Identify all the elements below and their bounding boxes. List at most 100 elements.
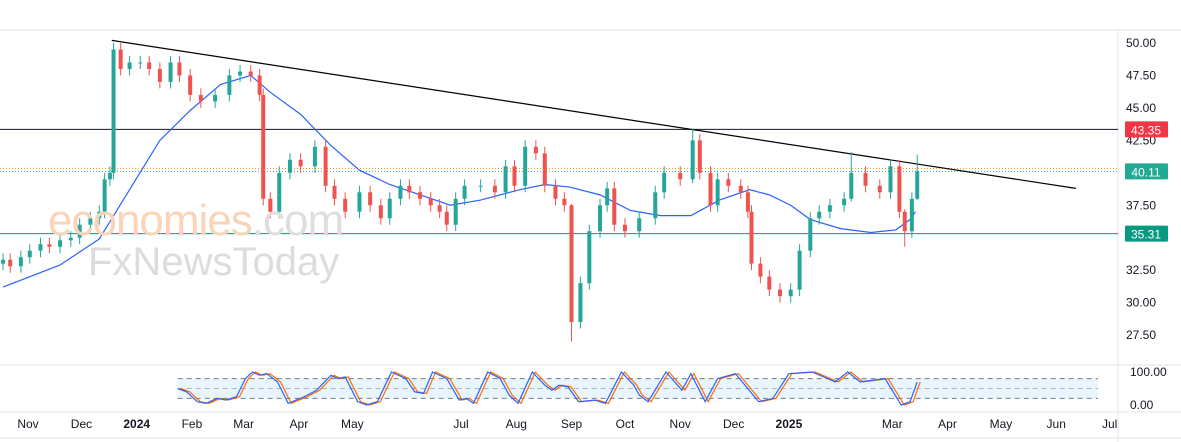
candle [877,179,882,199]
candle-body [523,146,528,186]
price-tick-label: 37.50 [1126,198,1156,212]
candle [138,55,143,69]
candle-body [107,172,112,180]
price-label-box [1125,121,1168,138]
candle [512,159,517,193]
candle-body [261,94,266,199]
candle [387,192,392,225]
candle-body [808,218,813,251]
candle [542,146,547,193]
candle-body [147,62,152,69]
time-tick-label: Jul [1102,417,1117,431]
candle [398,179,403,206]
candle [726,172,731,193]
time-tick-label: Dec [71,417,92,431]
candle-body [227,75,232,95]
stoch-tick-label: 100.00 [1130,365,1167,379]
candle [332,179,337,206]
time-tick-label: Apr [290,417,309,431]
candle-body [578,283,583,323]
candle-body [598,205,603,232]
candle [127,55,132,76]
time-tick-label: May [341,417,364,431]
candle [622,218,627,238]
candle-body [915,171,920,199]
candle-body [653,192,658,219]
candle [523,140,528,193]
candle-body [542,153,547,186]
candle-body [343,198,348,212]
candle [808,211,813,258]
candle [261,88,266,206]
price-tick-label: 47.50 [1126,68,1156,82]
candle-body [708,172,713,206]
candle [102,172,107,219]
candle [428,192,433,212]
candle-body [562,198,567,206]
candle-body [797,250,802,290]
candle [817,205,822,225]
candle-body [118,49,123,69]
candle-body [177,62,182,76]
candle [745,185,750,219]
candle-body [18,257,23,267]
candle [478,179,483,193]
candle [690,128,695,184]
candle-body [738,185,743,193]
candle-body [257,75,262,95]
candle [257,68,262,102]
candle [227,68,232,102]
stochastic-k-line [177,370,918,406]
candle-body [418,192,423,199]
candle-body [788,289,793,297]
price-tick-label: 30.00 [1126,296,1156,310]
price-tick-label: 45.00 [1126,101,1156,115]
candle [38,237,43,258]
candle [357,185,362,219]
candle [569,203,574,342]
candle [888,159,893,199]
candle-body [437,205,442,212]
candle-body [398,185,403,199]
candle [587,224,592,290]
candle [612,181,617,232]
candle [277,166,282,219]
price-label-40.11: 40.11 [1131,165,1160,179]
candle-body [842,198,847,206]
candle-body [68,237,73,241]
candle-body [678,172,683,180]
candle-body [863,172,868,186]
candle [842,192,847,212]
candle-body [909,198,914,232]
candle-body [503,166,508,193]
candle [915,154,920,201]
candle-body [715,179,720,206]
price-tick-label: 32.50 [1126,263,1156,277]
candle-body [127,62,132,69]
time-tick-label: Mar [233,417,254,431]
candle-body [298,159,303,167]
candle-body [47,244,52,247]
candle [248,65,253,82]
candle [88,211,93,232]
candle [213,88,218,108]
time-tick-label: Dec [723,417,744,431]
candle-body [587,231,592,284]
price-label-box [1125,163,1168,180]
candle-body [767,276,772,290]
candle-body [138,62,143,64]
candle-body [188,75,193,95]
candle-body [268,198,273,212]
watermark-fxnewstoday: FxNewsToday [88,240,340,284]
candle [437,198,442,219]
candle-body [368,192,373,206]
candle [407,179,412,199]
stochastic-d-line [180,370,921,406]
candle-body [444,211,449,225]
candle [462,179,467,206]
candle-body [8,259,13,267]
candle [605,181,610,212]
candle-body [1,259,6,264]
candle [697,133,702,180]
